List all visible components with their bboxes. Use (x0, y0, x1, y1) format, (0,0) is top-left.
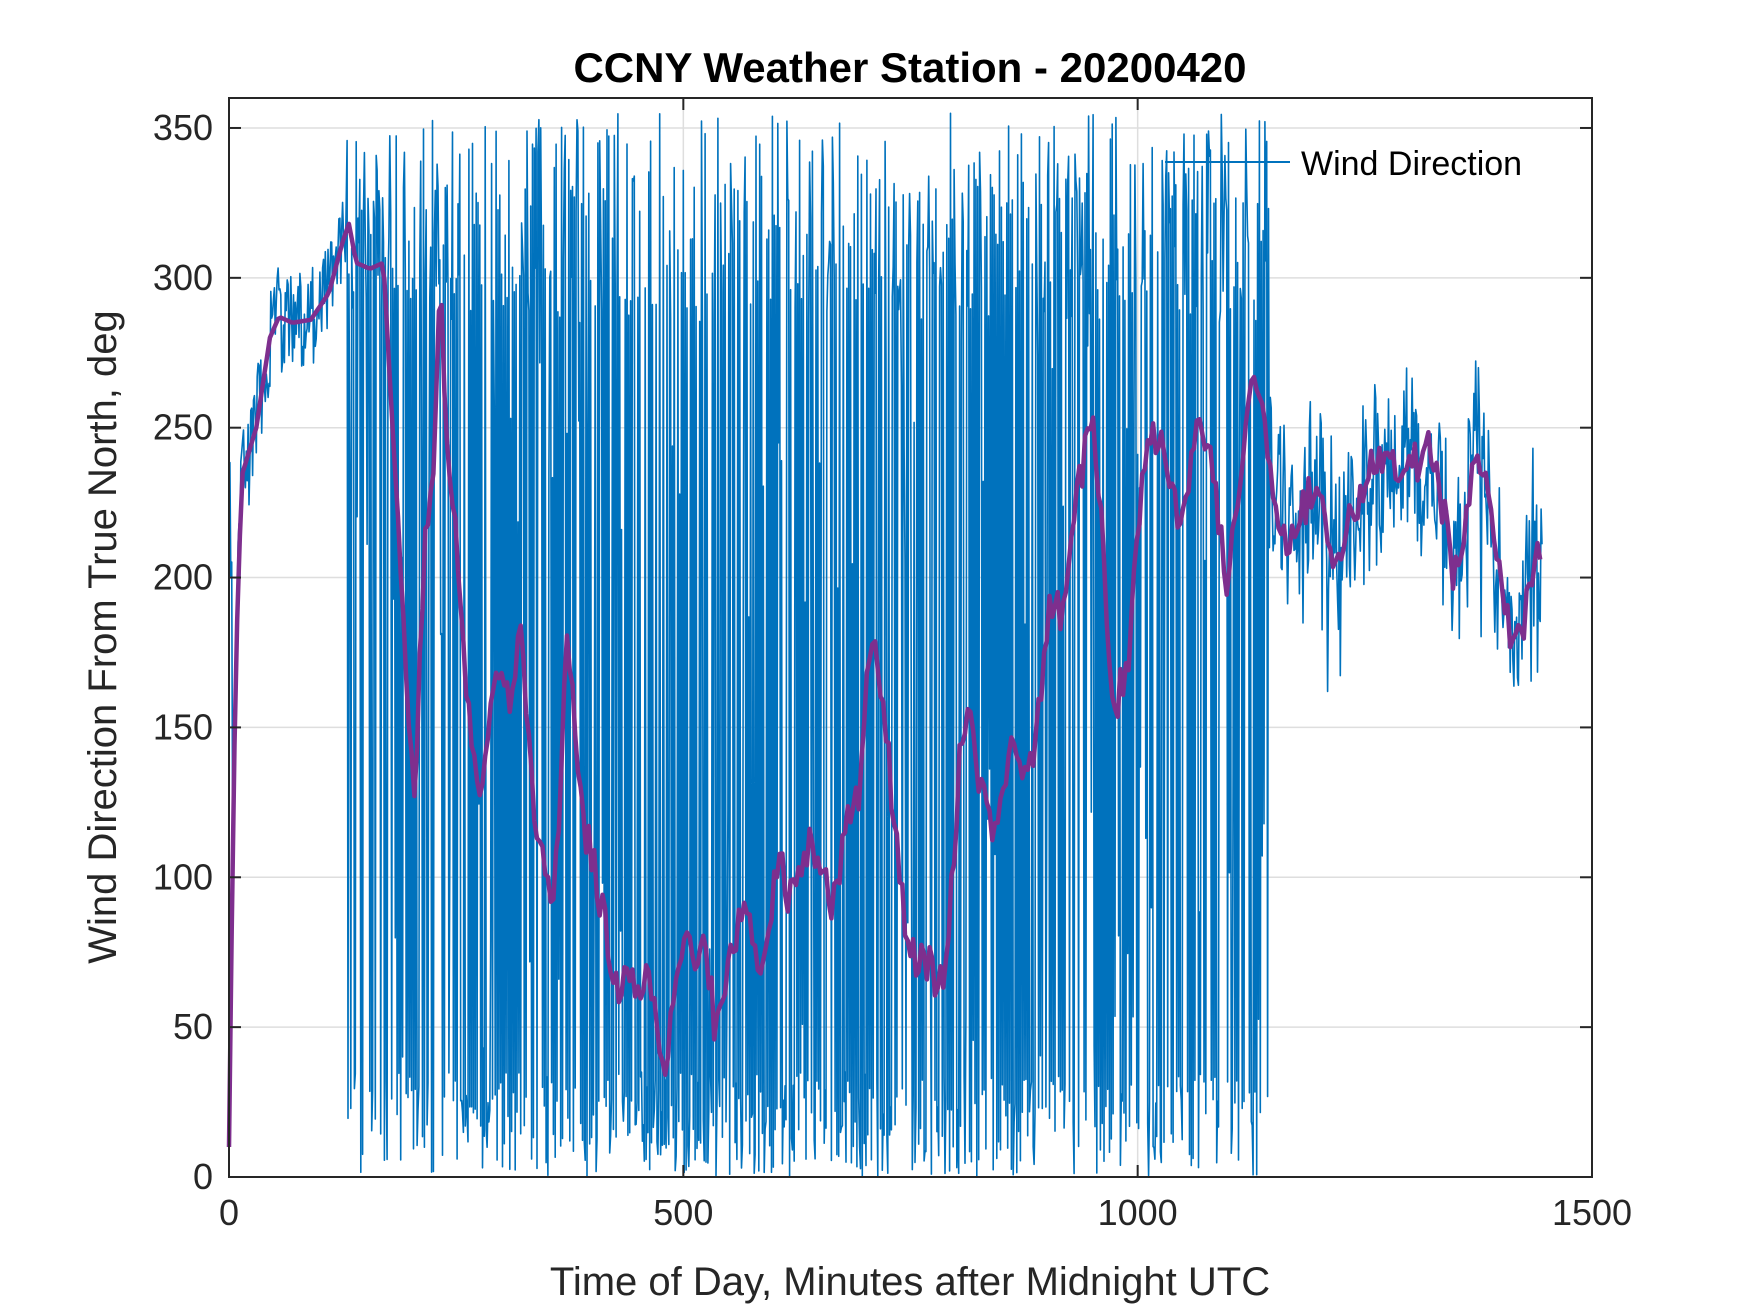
y-tick-label: 50 (173, 1006, 213, 1047)
y-tick-label: 350 (153, 107, 213, 148)
y-tick-label: 300 (153, 257, 213, 298)
tick-layer (228, 98, 1593, 1178)
legend: Wind Direction (1165, 145, 1522, 183)
x-tick-label: 1000 (1098, 1192, 1178, 1233)
wind-direction-series-layer (228, 112, 1543, 1178)
x-tick-label: 1500 (1552, 1192, 1632, 1233)
smoothed-series-line (226, 221, 1543, 1148)
y-tick-label: 100 (153, 856, 213, 897)
y-tick-label: 0 (193, 1156, 213, 1197)
y-tick-label: 200 (153, 557, 213, 598)
y-tick-label: 250 (153, 407, 213, 448)
wind-direction-series-line (228, 112, 1543, 1178)
x-tick-label: 0 (219, 1192, 239, 1233)
smoothed-series-layer (226, 221, 1543, 1148)
legend-entry-wind-direction: Wind Direction (1301, 145, 1522, 183)
y-axis-label: Wind Direction From True North, deg (81, 310, 125, 964)
x-axis-label: Time of Day, Minutes after Midnight UTC (550, 1260, 1270, 1304)
tick-label-layer: 0 50 100 150 200 250 300 350 0 500 1000 1500 (153, 107, 1632, 1233)
y-tick-label: 150 (153, 706, 213, 747)
x-tick-label: 500 (653, 1192, 713, 1233)
chart-title: CCNY Weather Station - 20200420 (573, 44, 1246, 91)
axes-box (228, 97, 1593, 1178)
